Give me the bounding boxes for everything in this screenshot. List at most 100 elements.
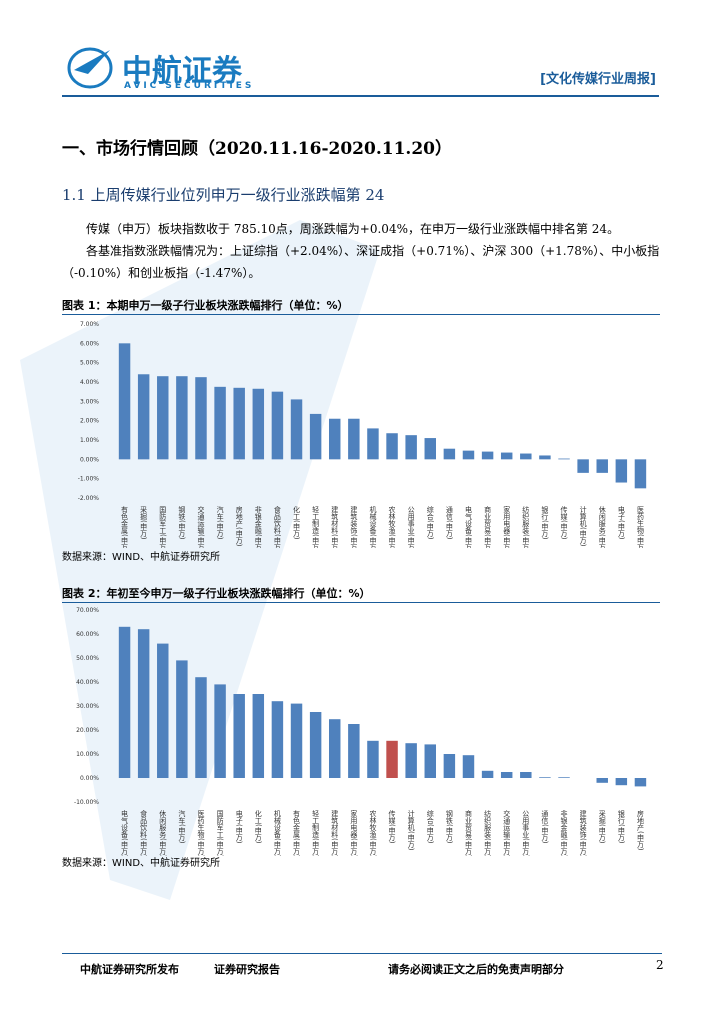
- bar: [195, 677, 207, 778]
- logo-text: 中航证券: [122, 54, 242, 89]
- x-tick-label: 银行(申万): [617, 809, 625, 844]
- y-tick-label: 70.00%: [76, 607, 99, 614]
- bar: [348, 724, 360, 778]
- bar: [329, 418, 341, 460]
- bar: [520, 453, 532, 460]
- y-tick-label: 2.00%: [80, 418, 99, 425]
- x-tick-label: 商业贸易(申万): [464, 809, 472, 856]
- x-tick-label: 医药生物(申万): [636, 506, 644, 548]
- y-tick-label: 20.00%: [76, 727, 99, 734]
- bar: [596, 459, 608, 473]
- bar: [176, 376, 188, 460]
- bar: [176, 660, 188, 778]
- bar: [539, 455, 551, 460]
- x-tick-label: 汽车(申万): [178, 809, 186, 844]
- x-tick-label: 银行(申万): [541, 505, 549, 540]
- x-tick-label: 交通运输(申万): [197, 505, 205, 548]
- y-tick-label: 1.00%: [80, 437, 99, 444]
- x-tick-label: 通信(申万): [541, 809, 549, 844]
- x-tick-label: 综合(申万): [426, 505, 434, 540]
- bar: [405, 435, 417, 460]
- bar: [634, 459, 647, 489]
- footer-publisher: 中航证券研究所发布: [80, 963, 179, 976]
- bar: [386, 740, 398, 778]
- y-tick-label: 60.00%: [76, 631, 99, 638]
- bar: [443, 754, 456, 778]
- bar: [558, 458, 570, 460]
- chart: -10.00% 0.00% 10.00% 20.00% 30.00% 40.00% 50.0…: [74, 607, 647, 856]
- footer-rule: [62, 953, 662, 954]
- x-tick-label: 纺织服装(申万): [522, 505, 530, 548]
- x-tick-label: 非银金融(申万): [254, 505, 262, 548]
- figure-source: 数据来源：WIND、中航证券研究所: [62, 858, 221, 869]
- x-tick-label: 建筑装饰(申万): [350, 505, 358, 548]
- y-tick-label: -2.00%: [78, 495, 100, 502]
- y-tick-label: 40.00%: [76, 679, 99, 686]
- bar: [481, 770, 494, 778]
- y-tick-label: 6.00%: [80, 340, 99, 347]
- caption-rule: [62, 314, 660, 315]
- x-tick-label: 化工(申万): [254, 809, 262, 844]
- paragraph: 传媒（申万）板块指数收于 785.10点，周涨跌幅为+0.04%，在申万一级行业…: [86, 222, 620, 236]
- report-type: [文化传媒行业周报]: [540, 72, 656, 87]
- x-tick-label: 有色金属(申万): [121, 505, 129, 548]
- bar: [481, 451, 494, 460]
- bar: [367, 740, 379, 778]
- bar: [252, 694, 265, 778]
- y-tick-label: 10.00%: [76, 751, 99, 758]
- section-heading: 一、市场行情回顾（2020.11.16-2020.11.20）: [62, 139, 452, 159]
- bar: [520, 772, 532, 778]
- bar: [405, 743, 417, 778]
- subheading: 1.1 上周传媒行业位列申万一级行业涨跌幅第 24: [62, 186, 385, 204]
- x-tick-label: 休闲服务(申万): [598, 505, 606, 548]
- x-tick-label: 公用事业(申万): [407, 506, 415, 548]
- x-tick-label: 化工(申万): [293, 505, 301, 540]
- x-tick-label: 电气设备(申万): [121, 809, 129, 856]
- x-tick-label: 钢铁(申万): [445, 809, 453, 844]
- bar: [137, 629, 150, 778]
- x-tick-label: 机械设备(申万): [273, 809, 281, 856]
- x-tick-label: 房地产(申万): [636, 809, 644, 851]
- x-tick-label: 建筑材料(申万): [331, 505, 339, 548]
- x-tick-label: 商业贸易(申万): [484, 505, 492, 548]
- bar: [615, 778, 628, 786]
- bar: [157, 643, 169, 778]
- y-tick-label: 0.00%: [80, 456, 99, 463]
- bar: [443, 448, 456, 460]
- bar: [118, 343, 131, 460]
- x-tick-label: 通信(申万): [445, 505, 453, 540]
- bar: [615, 459, 628, 483]
- bar: [118, 626, 131, 778]
- logo-icon: [67, 47, 113, 89]
- figure-caption: 图表 1：本期申万一级子行业板块涨跌幅排行（单位：%）: [62, 299, 349, 312]
- footer-category: 证券研究报告: [214, 963, 280, 976]
- bar: [157, 376, 169, 460]
- x-tick-label: 国防军工(申万): [159, 506, 167, 548]
- figure-caption: 图表 2：年初至今申万一级子行业板块涨跌幅排行（单位：%）: [62, 587, 371, 600]
- x-tick-label: 公用事业(申万): [522, 810, 530, 856]
- header-rule: [62, 95, 659, 97]
- x-tick-label: 纺织服装(申万): [484, 809, 492, 856]
- chart: -2.00% -1.00% 0.00% 1.00% 2.00% 3.00% 4.00% 5.0…: [78, 321, 647, 548]
- x-tick-label: 非银金融(申万): [560, 809, 568, 856]
- y-tick-label: 50.00%: [76, 655, 99, 662]
- bar: [233, 694, 245, 778]
- bar: [577, 459, 589, 473]
- x-tick-label: 计算机(申万): [407, 809, 415, 851]
- x-tick-label: 交通运输(申万): [503, 809, 511, 856]
- x-tick-label: 休闲服务(申万): [159, 809, 167, 856]
- x-tick-label: 建筑装饰(申万): [579, 809, 587, 856]
- bar: [462, 755, 475, 778]
- bar: [195, 377, 207, 460]
- x-tick-label: 国防军工(申万): [216, 810, 224, 856]
- bar: [137, 374, 150, 460]
- figure-source: 数据来源：WIND、中航证券研究所: [62, 552, 221, 563]
- page-number: 2: [656, 958, 664, 972]
- footer-disclaimer: 请务必阅读正文之后的免责声明部分: [388, 963, 564, 976]
- x-tick-label: 食品饮料(申万): [273, 505, 281, 548]
- x-tick-label: 食品饮料(申万): [140, 809, 148, 856]
- y-tick-label: 7.00%: [80, 321, 99, 328]
- x-tick-label: 电气设备(申万): [464, 505, 472, 548]
- bar: [424, 438, 436, 460]
